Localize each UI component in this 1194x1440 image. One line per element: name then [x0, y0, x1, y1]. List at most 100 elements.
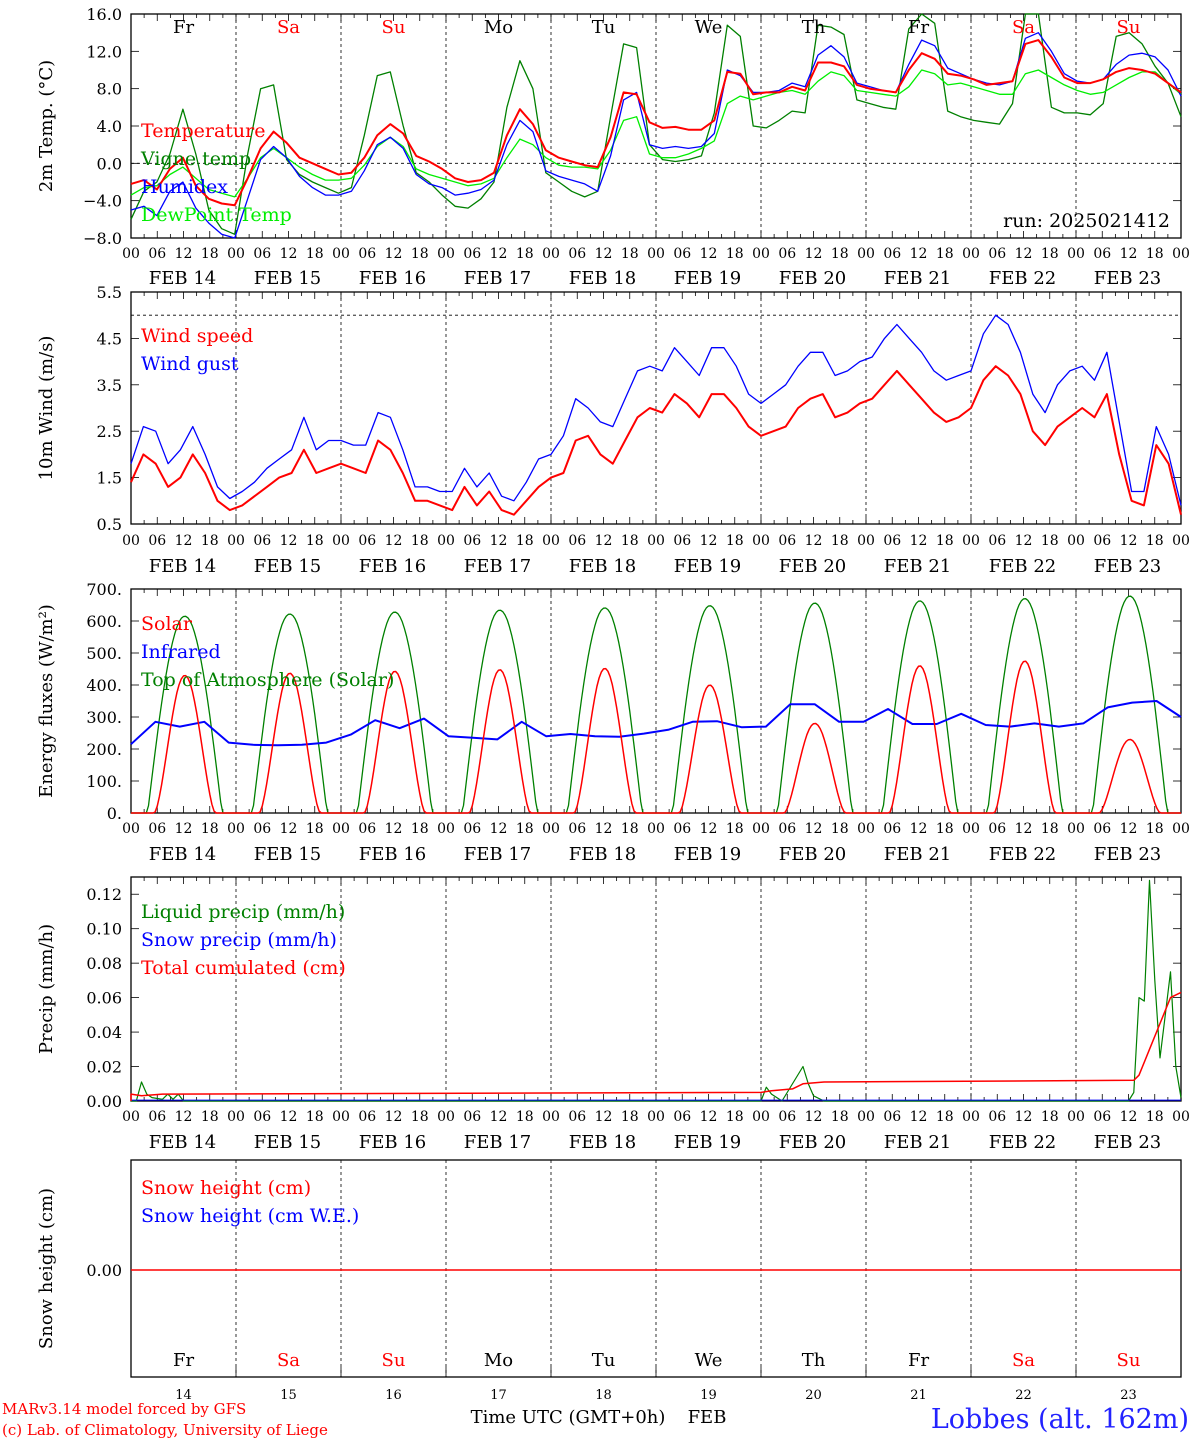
hour-label: 00 — [332, 246, 350, 262]
day-label: Sa — [277, 17, 300, 38]
hour-label: 00 — [437, 246, 455, 262]
hour-label: 12 — [490, 533, 508, 549]
date-label: FEB 21 — [884, 556, 951, 577]
x-axis-title: Time UTC (GMT+0h) — [471, 1407, 666, 1428]
date-label: FEB 17 — [464, 556, 531, 577]
hour-label: 12 — [700, 246, 718, 262]
hour-label: 12 — [595, 533, 613, 549]
hour-label: 12 — [280, 246, 298, 262]
hour-label: 12 — [805, 246, 823, 262]
y-tick-label: 600. — [86, 612, 122, 631]
hour-label: 00 — [962, 246, 980, 262]
hour-label: 18 — [831, 821, 849, 837]
hour-label: 18 — [201, 533, 219, 549]
y-tick-label: 2.5 — [97, 422, 122, 441]
series-liquid-precip — [131, 879, 1182, 1102]
y-axis-title: Precip (mm/h) — [36, 924, 57, 1054]
hour-label: 00 — [857, 1109, 875, 1125]
date-label: FEB 19 — [674, 844, 741, 865]
legend-solar: Solar — [141, 613, 193, 635]
hour-label: 12 — [805, 821, 823, 837]
hour-label: 00 — [752, 821, 770, 837]
legend-temperature: Temperature — [141, 120, 265, 142]
hour-label: 06 — [673, 533, 691, 549]
date-label: FEB 14 — [149, 556, 216, 577]
day-label: Sa — [1012, 1350, 1035, 1371]
day-label: Th — [802, 17, 826, 38]
hour-label: 06 — [358, 246, 376, 262]
day-label: Mo — [484, 17, 513, 38]
legend-wind-speed: Wind speed — [141, 325, 253, 347]
hour-label: 18 — [726, 1109, 744, 1125]
legend-vigne-temp: Vigne temp — [140, 148, 251, 170]
hour-label: 12 — [175, 246, 193, 262]
hour-label: 18 — [516, 821, 534, 837]
legend-infrared: Infrared — [141, 641, 221, 663]
hour-label: 00 — [962, 533, 980, 549]
date-label: FEB 20 — [779, 1132, 846, 1153]
hour-label: 06 — [253, 246, 271, 262]
date-label: FEB 17 — [464, 844, 531, 865]
day-number: 19 — [700, 1388, 717, 1403]
station-label: Lobbes (alt. 162m) — [931, 1404, 1189, 1435]
hour-label: 12 — [385, 1109, 403, 1125]
day-label: Fr — [908, 17, 929, 38]
date-label: FEB 15 — [254, 556, 321, 577]
hour-label: 06 — [673, 1109, 691, 1125]
hour-label: 12 — [280, 533, 298, 549]
y-tick-label: −8.0 — [83, 229, 122, 248]
hour-label: 18 — [411, 533, 429, 549]
hour-label: 18 — [726, 246, 744, 262]
legend-snow-height-cm-: Snow height (cm) — [141, 1177, 311, 1199]
hour-label: 12 — [910, 1109, 928, 1125]
hour-label: 00 — [122, 1109, 140, 1125]
hour-label: 18 — [936, 821, 954, 837]
y-tick-label: 0.0 — [97, 154, 122, 173]
hour-label: 00 — [332, 1109, 350, 1125]
y-tick-label: 0.00 — [86, 1261, 122, 1280]
date-label: FEB 16 — [359, 844, 426, 865]
day-number: 20 — [805, 1388, 822, 1403]
y-tick-label: 0.04 — [86, 1023, 122, 1042]
hour-label: 12 — [175, 1109, 193, 1125]
y-tick-label: 16.0 — [86, 5, 122, 24]
hour-label: 00 — [437, 821, 455, 837]
hour-label: 00 — [1067, 821, 1085, 837]
legend-liquid-precip-mm-h-: Liquid precip (mm/h) — [141, 901, 345, 923]
hour-label: 00 — [647, 533, 665, 549]
hour-label: 06 — [148, 533, 166, 549]
date-label: FEB 23 — [1094, 844, 1161, 865]
hour-label: 06 — [568, 533, 586, 549]
hour-label: 00 — [857, 821, 875, 837]
hour-label: 00 — [227, 533, 245, 549]
y-axis-title: 10m Wind (m/s) — [36, 336, 57, 481]
hour-label: 18 — [306, 533, 324, 549]
hour-label: 00 — [227, 246, 245, 262]
hour-label: 00 — [332, 821, 350, 837]
hour-label: 06 — [988, 533, 1006, 549]
panel-3: 00 06 12 18 00 06 12 18 00 06 12 18 00 06 12 18 00 06 12 18… — [36, 580, 1190, 865]
day-label: Fr — [173, 1350, 194, 1371]
run-annotation: run: 2025021412 — [1003, 210, 1170, 232]
y-tick-label: 200. — [86, 740, 122, 759]
hour-label: 12 — [490, 821, 508, 837]
date-label: FEB 22 — [989, 1132, 1056, 1153]
hour-label: 06 — [253, 821, 271, 837]
date-label: FEB 18 — [569, 556, 636, 577]
legend-humidex: Humidex — [141, 176, 228, 198]
hour-label: 06 — [148, 246, 166, 262]
day-label: Fr — [908, 1350, 929, 1371]
date-label: FEB 15 — [254, 1132, 321, 1153]
date-label: FEB 22 — [989, 556, 1056, 577]
hour-label: 18 — [726, 533, 744, 549]
hour-label: 06 — [988, 1109, 1006, 1125]
hour-label: 12 — [1015, 246, 1033, 262]
legend-snow-precip-mm-h-: Snow precip (mm/h) — [141, 929, 337, 951]
hour-label: 18 — [1041, 821, 1059, 837]
hour-label: 18 — [831, 533, 849, 549]
hour-label: 06 — [148, 821, 166, 837]
date-label: FEB 19 — [674, 556, 741, 577]
hour-label: 00 — [647, 246, 665, 262]
hour-label: 06 — [778, 246, 796, 262]
date-label: FEB 23 — [1094, 1132, 1161, 1153]
